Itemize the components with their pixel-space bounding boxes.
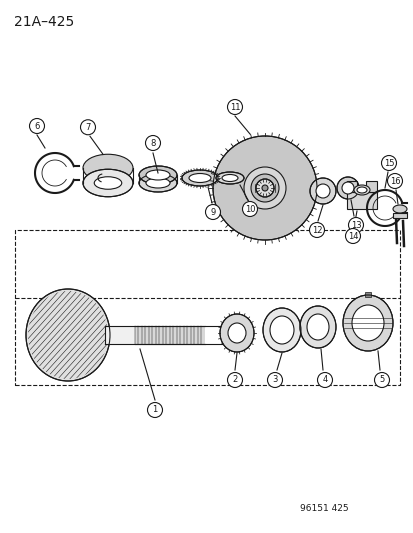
Text: 14: 14 [347,231,357,240]
Circle shape [345,229,360,244]
Bar [364,292,370,297]
Text: 10: 10 [244,205,255,214]
Ellipse shape [146,170,170,180]
Ellipse shape [351,305,383,341]
Ellipse shape [353,185,369,195]
Circle shape [80,120,95,135]
Bar [15,230,399,385]
Circle shape [267,373,282,387]
Ellipse shape [250,174,278,202]
Ellipse shape [221,174,237,182]
Text: 7: 7 [85,123,90,132]
Ellipse shape [356,187,366,193]
Circle shape [227,100,242,115]
Circle shape [387,174,401,189]
Ellipse shape [146,178,170,188]
Ellipse shape [309,178,335,204]
Text: 2: 2 [232,376,237,384]
Ellipse shape [139,166,177,184]
Ellipse shape [341,182,353,194]
Ellipse shape [269,316,293,344]
Bar [366,181,376,192]
Text: 1: 1 [152,406,157,415]
Circle shape [309,222,324,238]
Bar [105,326,135,344]
Ellipse shape [139,174,177,192]
Bar [135,326,204,344]
Ellipse shape [212,136,316,240]
Circle shape [29,118,44,133]
Ellipse shape [315,184,329,198]
Ellipse shape [299,306,335,348]
Circle shape [205,205,220,220]
Ellipse shape [216,172,243,184]
Bar [346,192,376,209]
Text: 9: 9 [210,207,215,216]
Ellipse shape [219,314,254,352]
Text: 3: 3 [272,376,277,384]
Circle shape [145,135,160,150]
Circle shape [317,373,332,387]
Ellipse shape [342,295,392,351]
Circle shape [242,201,257,216]
Text: 8: 8 [150,139,155,148]
Text: 6: 6 [34,122,40,131]
Ellipse shape [182,170,218,186]
Ellipse shape [306,314,328,340]
Bar [392,213,406,218]
Ellipse shape [26,289,110,381]
Text: 16: 16 [389,176,399,185]
Text: 4: 4 [322,376,327,384]
Bar [346,181,357,192]
Text: 21A–425: 21A–425 [14,15,74,29]
Ellipse shape [243,167,285,209]
Circle shape [380,156,396,171]
Circle shape [348,217,363,232]
Text: 11: 11 [229,102,240,111]
Ellipse shape [262,308,300,352]
Text: 15: 15 [383,158,393,167]
Ellipse shape [189,174,211,182]
Text: 13: 13 [350,221,361,230]
Ellipse shape [392,205,406,213]
Ellipse shape [255,179,273,197]
Circle shape [147,402,162,417]
Circle shape [374,373,389,387]
Ellipse shape [261,185,267,191]
Text: 96151 425: 96151 425 [299,504,348,513]
Ellipse shape [336,177,358,199]
Text: 12: 12 [311,225,321,235]
Circle shape [227,373,242,387]
Text: 5: 5 [378,376,384,384]
Ellipse shape [228,323,245,343]
Ellipse shape [83,154,133,182]
Ellipse shape [94,177,121,189]
Ellipse shape [83,169,133,197]
